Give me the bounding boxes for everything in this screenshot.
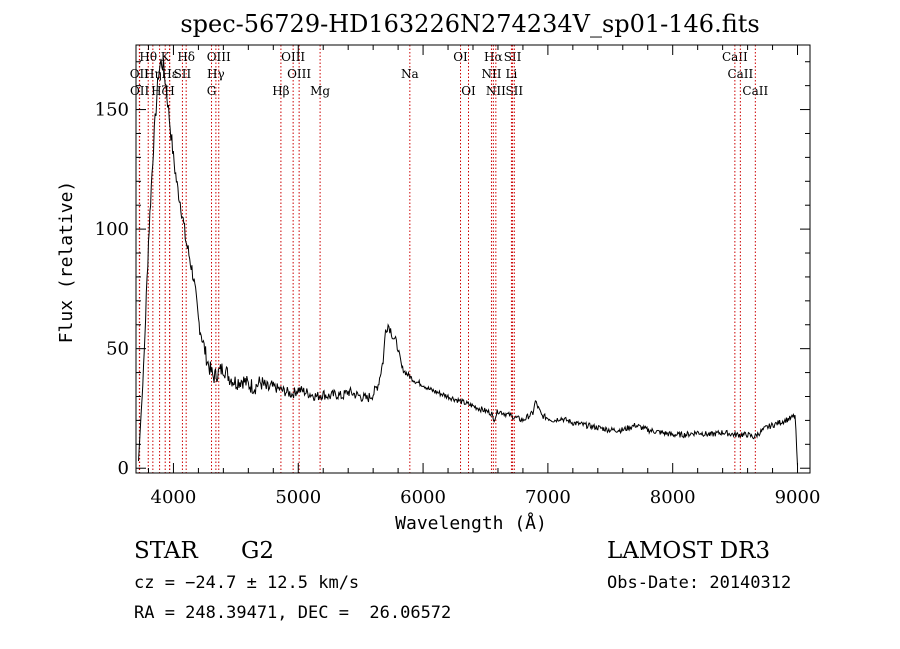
spectral-line-label: CaII — [722, 50, 748, 64]
spectral-line-label: SII — [174, 67, 192, 81]
spectral-line-label: CaII — [727, 67, 753, 81]
spectral-line-label: OIII — [281, 50, 305, 64]
spectral-line-label: OI — [461, 84, 476, 98]
spectral-line-label: Na — [401, 67, 419, 81]
spectral-line-label: K — [161, 50, 171, 64]
survey-label: LAMOST DR3 — [607, 538, 771, 564]
spectral-line-label: Hα — [484, 50, 503, 64]
spectral-line-label: NII — [481, 67, 501, 81]
y-tick-label: 0 — [118, 458, 129, 479]
x-tick-label: 7000 — [525, 487, 571, 508]
spectral-line-label: SII — [505, 84, 523, 98]
spectral-line-label: Mg — [310, 84, 330, 98]
spectral-line-label: Hε — [161, 67, 178, 81]
obs-date-info: Obs-Date: 20140312 — [607, 573, 792, 593]
spectral-line-label: Hγ — [207, 67, 225, 81]
spectrum-series-line — [138, 58, 798, 466]
y-tick-label: 100 — [95, 219, 129, 240]
coordinates-info: RA = 248.39471, DEC = 26.06572 — [134, 603, 452, 623]
spectral-line-label: NII — [486, 84, 506, 98]
y-tick-label: 150 — [95, 100, 129, 121]
x-tick-label: 9000 — [775, 487, 821, 508]
x-axis-label: Wavelength (Å) — [395, 512, 547, 534]
x-tick-label: 5000 — [275, 487, 321, 508]
spectral-line-label: Hβ — [272, 84, 289, 98]
x-tick-label: 4000 — [151, 487, 197, 508]
spectral-line-label: Li — [506, 67, 518, 81]
redshift-info: cz = −24.7 ± 12.5 km/s — [134, 573, 360, 593]
spectral-line-label: Hθ — [139, 50, 157, 64]
spectral-line-label: OIII — [207, 50, 231, 64]
spectral-line-label: OIII — [287, 67, 311, 81]
object-class-label: STAR — [134, 538, 198, 564]
y-axis-label: Flux (relative) — [56, 181, 77, 344]
spectral-line-label: Hζ — [151, 84, 168, 98]
spectral-line-label: G — [207, 84, 217, 98]
plot-frame — [135, 44, 811, 474]
spectral-line-label: SII — [504, 50, 522, 64]
axis-ticks: 4000 5000 6000 7000 8000 9000 0 50 100 150 — [95, 45, 821, 508]
spectral-line-label: Hδ — [177, 50, 195, 64]
chart-title: spec-56729-HD163226N274234V_sp01-146.fit… — [180, 10, 759, 38]
x-tick-label: 8000 — [650, 487, 696, 508]
spectral-line-label: OII — [130, 84, 150, 98]
y-tick-label: 50 — [106, 339, 129, 360]
spectral-line-label: OI — [453, 50, 468, 64]
spectral-line-label: CaII — [742, 84, 768, 98]
x-tick-label: 6000 — [400, 487, 446, 508]
object-subclass-label: G2 — [241, 538, 275, 564]
